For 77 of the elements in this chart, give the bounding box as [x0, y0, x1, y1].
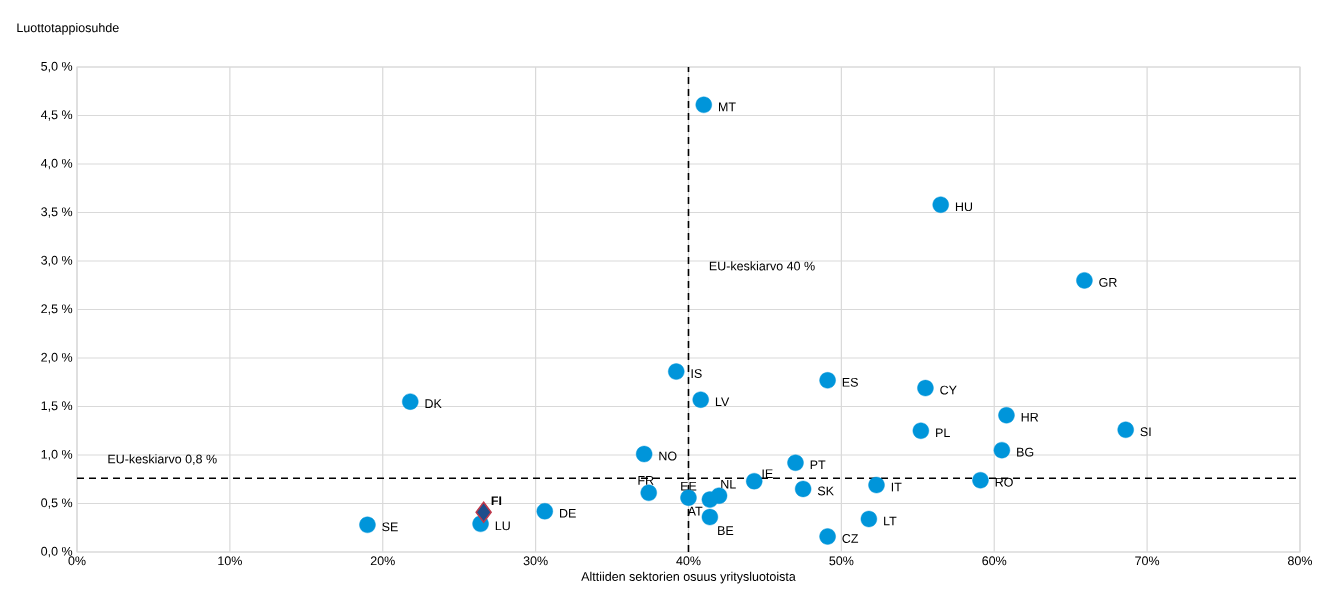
point — [475, 501, 492, 523]
annotation: PL — [936, 428, 950, 438]
x-tick-label: 10% — [218, 556, 242, 566]
y-axis-title: Luottotappiosuhde — [17, 22, 119, 35]
annotation: PT — [810, 460, 826, 470]
y-tick-label: 3,0 % — [41, 255, 73, 267]
point — [819, 372, 836, 389]
point — [819, 528, 836, 545]
x-axis-title: Alttiiden sektorien osuus yritysluotoista — [581, 571, 796, 584]
y-tick-label: 1,5 % — [41, 401, 73, 412]
y-tick-label: 3,5 % — [41, 207, 73, 218]
annotation: DE — [560, 508, 576, 518]
annotation: IT — [891, 482, 902, 492]
annotation: LV — [715, 397, 730, 407]
annotation: NL — [721, 479, 736, 489]
annotation: HR — [1021, 412, 1039, 422]
annotation: ES — [842, 377, 858, 387]
annotation: IS — [691, 369, 702, 379]
annotation: DK — [425, 399, 442, 408]
point — [912, 422, 930, 439]
x-tick-label: 50% — [829, 556, 854, 566]
x-tick-label: 20% — [370, 556, 395, 566]
point — [701, 508, 719, 526]
x-tick-label: 60% — [982, 556, 1007, 566]
annotation: CZ — [842, 534, 859, 543]
point — [692, 391, 709, 408]
annotation: GR — [1099, 277, 1117, 287]
point — [860, 510, 878, 528]
point — [701, 491, 719, 508]
y-tick-label: 0,0 % — [41, 546, 73, 558]
y-tick-label: 1,0 % — [41, 449, 73, 461]
ref-line-label: EU-keskiarvo 0,8 % — [108, 454, 217, 465]
point — [787, 454, 804, 471]
point — [402, 393, 419, 410]
y-tick-label: 4,5 % — [40, 110, 73, 121]
x-tick-label: 40% — [676, 556, 701, 566]
point — [794, 480, 812, 498]
y-tick-label: 5,0 % — [41, 61, 73, 73]
y-tick-label: 2,0 % — [41, 352, 73, 364]
point — [746, 472, 763, 490]
annotation: BE — [718, 526, 734, 535]
annotation: FR — [638, 476, 654, 485]
annotation: BG — [1017, 447, 1034, 457]
point — [1117, 421, 1134, 438]
annotation: FI — [491, 496, 502, 506]
y-tick-label: 2,5 % — [41, 304, 73, 315]
annotation: LT — [884, 516, 897, 526]
point — [972, 472, 989, 489]
point — [695, 96, 712, 114]
point — [998, 407, 1015, 424]
point — [536, 503, 553, 520]
annotation: NO — [659, 451, 677, 461]
point — [1076, 272, 1093, 289]
annotation: EE — [681, 481, 697, 491]
annotation: MT — [719, 102, 736, 112]
ref-line-label: EU-keskiarvo 40 % — [709, 261, 815, 271]
x-tick-label: 0% — [68, 556, 86, 566]
point — [932, 196, 949, 213]
annotation: SE — [382, 522, 398, 532]
y-tick-label: 4,0 % — [40, 158, 73, 170]
point — [668, 363, 685, 380]
x-tick-label: 30% — [523, 556, 548, 566]
annotation: SK — [817, 486, 834, 496]
point — [359, 516, 376, 534]
x-tick-label: 70% — [1135, 556, 1160, 566]
annotation: IE — [762, 469, 773, 478]
annotation: CY — [940, 385, 957, 395]
point — [868, 476, 885, 494]
annotation: SI — [1140, 427, 1151, 437]
annotation: HU — [955, 202, 973, 212]
point — [917, 379, 934, 397]
annotation: LU — [495, 521, 510, 531]
y-tick-label: 0,5 % — [41, 498, 73, 509]
point — [993, 441, 1011, 459]
x-tick-label: 80% — [1288, 556, 1313, 566]
point — [640, 484, 657, 502]
point — [635, 445, 653, 463]
